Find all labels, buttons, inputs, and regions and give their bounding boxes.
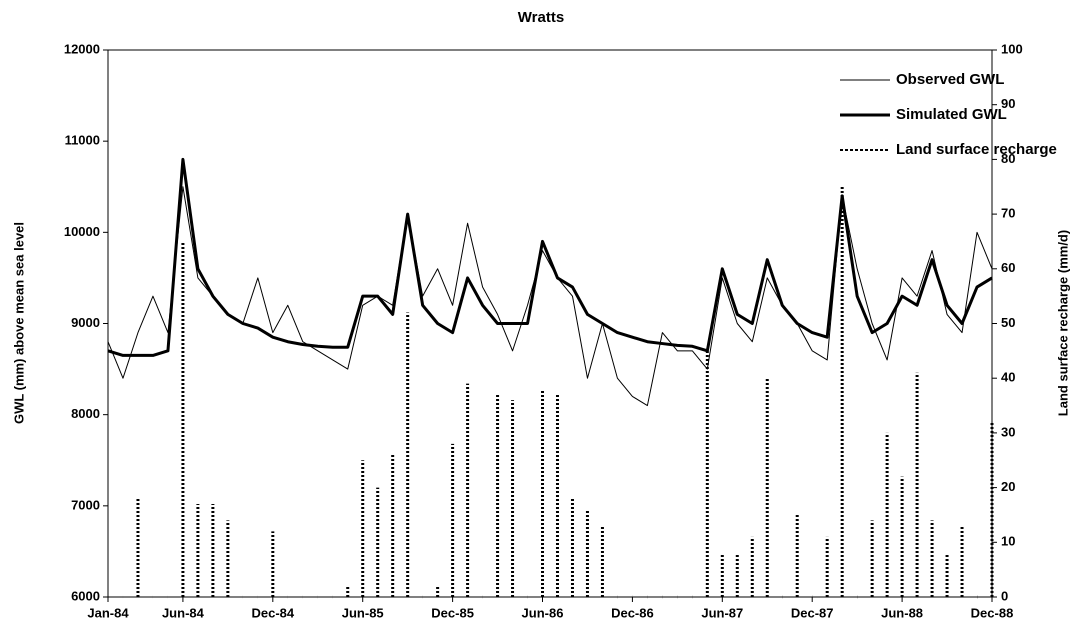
x-tick-label: Dec-87 (791, 605, 834, 620)
x-tick-label: Dec-86 (611, 605, 654, 620)
line-1 (107, 157, 993, 357)
y2-tick-label: 10 (1001, 534, 1015, 549)
legend-label: Land surface recharge (896, 141, 1057, 158)
y2-tick-label: 40 (1001, 370, 1015, 385)
y2-tick-label: 70 (1001, 206, 1015, 221)
y-tick-label: 8000 (71, 406, 100, 421)
y2-axis-label: Land surface recharge (mm/d) (1055, 230, 1070, 416)
y2-tick-label: 0 (1001, 588, 1008, 603)
y-tick-label: 11000 (65, 133, 100, 148)
y2-tick-label: 30 (1001, 424, 1015, 439)
y-axis-label: GWL (mm) above mean sea level (11, 222, 26, 424)
x-tick-label: Jun-88 (881, 605, 923, 620)
y-tick-label: 6000 (71, 588, 100, 603)
y-tick-label: 12000 (64, 41, 100, 56)
y2-tick-label: 20 (1001, 479, 1015, 494)
x-tick-label: Dec-84 (251, 605, 294, 620)
y2-tick-label: 50 (1001, 315, 1015, 330)
x-tick-label: Jun-84 (162, 605, 205, 620)
x-tick-label: Jun-87 (701, 605, 743, 620)
x-tick-label: Jun-86 (522, 605, 564, 620)
y2-tick-label: 100 (1001, 41, 1023, 56)
y2-tick-label: 60 (1001, 260, 1015, 275)
x-tick-label: Jan-84 (87, 605, 129, 620)
line-0 (107, 186, 993, 407)
x-tick-label: Dec-88 (971, 605, 1014, 620)
chart-title: Wratts (518, 9, 564, 26)
y-tick-label: 9000 (71, 315, 100, 330)
x-tick-label: Dec-85 (431, 605, 474, 620)
y-tick-label: 10000 (64, 224, 100, 239)
x-tick-label: Jun-85 (342, 605, 384, 620)
y2-tick-label: 90 (1001, 96, 1015, 111)
legend-label: Observed GWL (896, 71, 1004, 88)
y-tick-label: 7000 (71, 497, 100, 512)
legend-label: Simulated GWL (896, 106, 1007, 123)
y2-tick-label: 80 (1001, 151, 1015, 166)
